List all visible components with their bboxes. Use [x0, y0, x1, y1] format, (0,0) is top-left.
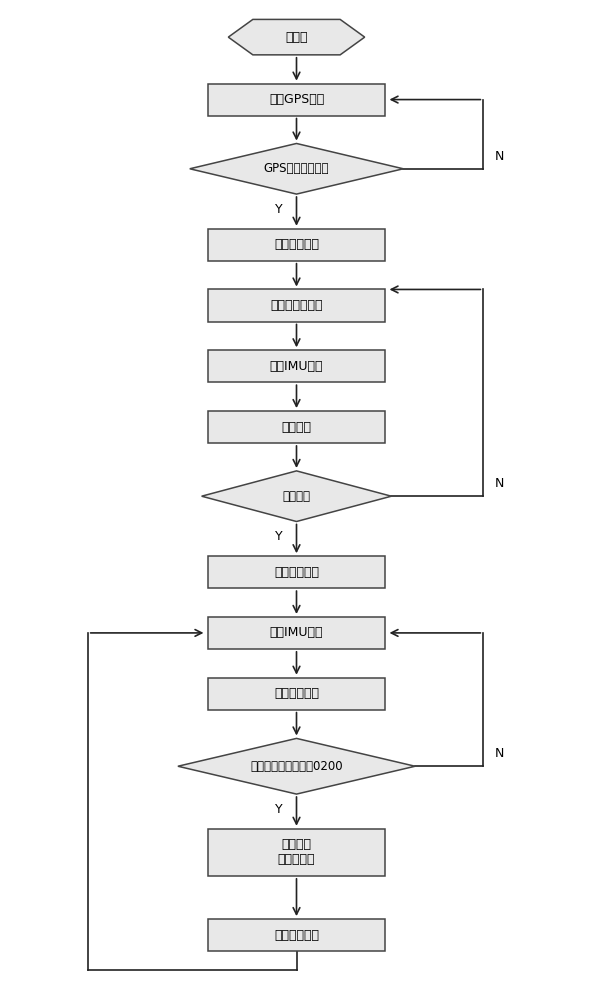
Polygon shape [202, 471, 391, 522]
Text: N: N [495, 747, 505, 760]
Text: 开始对准: 开始对准 [282, 421, 311, 434]
FancyBboxPatch shape [208, 229, 385, 261]
Text: 对准结束: 对准结束 [282, 490, 311, 503]
Text: 一次捷联解算: 一次捷联解算 [274, 687, 319, 700]
FancyBboxPatch shape [208, 678, 385, 710]
Polygon shape [190, 143, 403, 194]
FancyBboxPatch shape [208, 556, 385, 588]
Text: 开始捷联解算: 开始捷联解算 [274, 566, 319, 579]
Text: 读取GPS数据: 读取GPS数据 [269, 93, 324, 106]
FancyBboxPatch shape [208, 919, 385, 951]
Polygon shape [228, 19, 365, 55]
Text: Y: Y [275, 203, 282, 216]
Text: 初始化: 初始化 [285, 31, 308, 44]
Text: 捷联解算次数是否到0200: 捷联解算次数是否到0200 [250, 760, 343, 773]
Text: GPS数据是否有效: GPS数据是否有效 [264, 162, 329, 175]
Polygon shape [178, 738, 415, 794]
FancyBboxPatch shape [208, 411, 385, 443]
Text: 组合滤波
并补偿误差: 组合滤波 并补偿误差 [278, 838, 315, 866]
Text: 提取纬度信息: 提取纬度信息 [274, 238, 319, 251]
FancyBboxPatch shape [208, 617, 385, 649]
Text: Y: Y [275, 530, 282, 543]
FancyBboxPatch shape [208, 289, 385, 322]
Text: N: N [495, 477, 505, 490]
FancyBboxPatch shape [208, 84, 385, 116]
Text: 初始化对准参数: 初始化对准参数 [270, 299, 323, 312]
Text: 读取IMU数据: 读取IMU数据 [270, 626, 323, 639]
FancyBboxPatch shape [208, 829, 385, 876]
Text: 读取IMU数据: 读取IMU数据 [270, 360, 323, 373]
Text: Y: Y [275, 803, 282, 816]
FancyBboxPatch shape [208, 350, 385, 382]
Text: N: N [495, 150, 505, 163]
Text: 发送导航数据: 发送导航数据 [274, 929, 319, 942]
